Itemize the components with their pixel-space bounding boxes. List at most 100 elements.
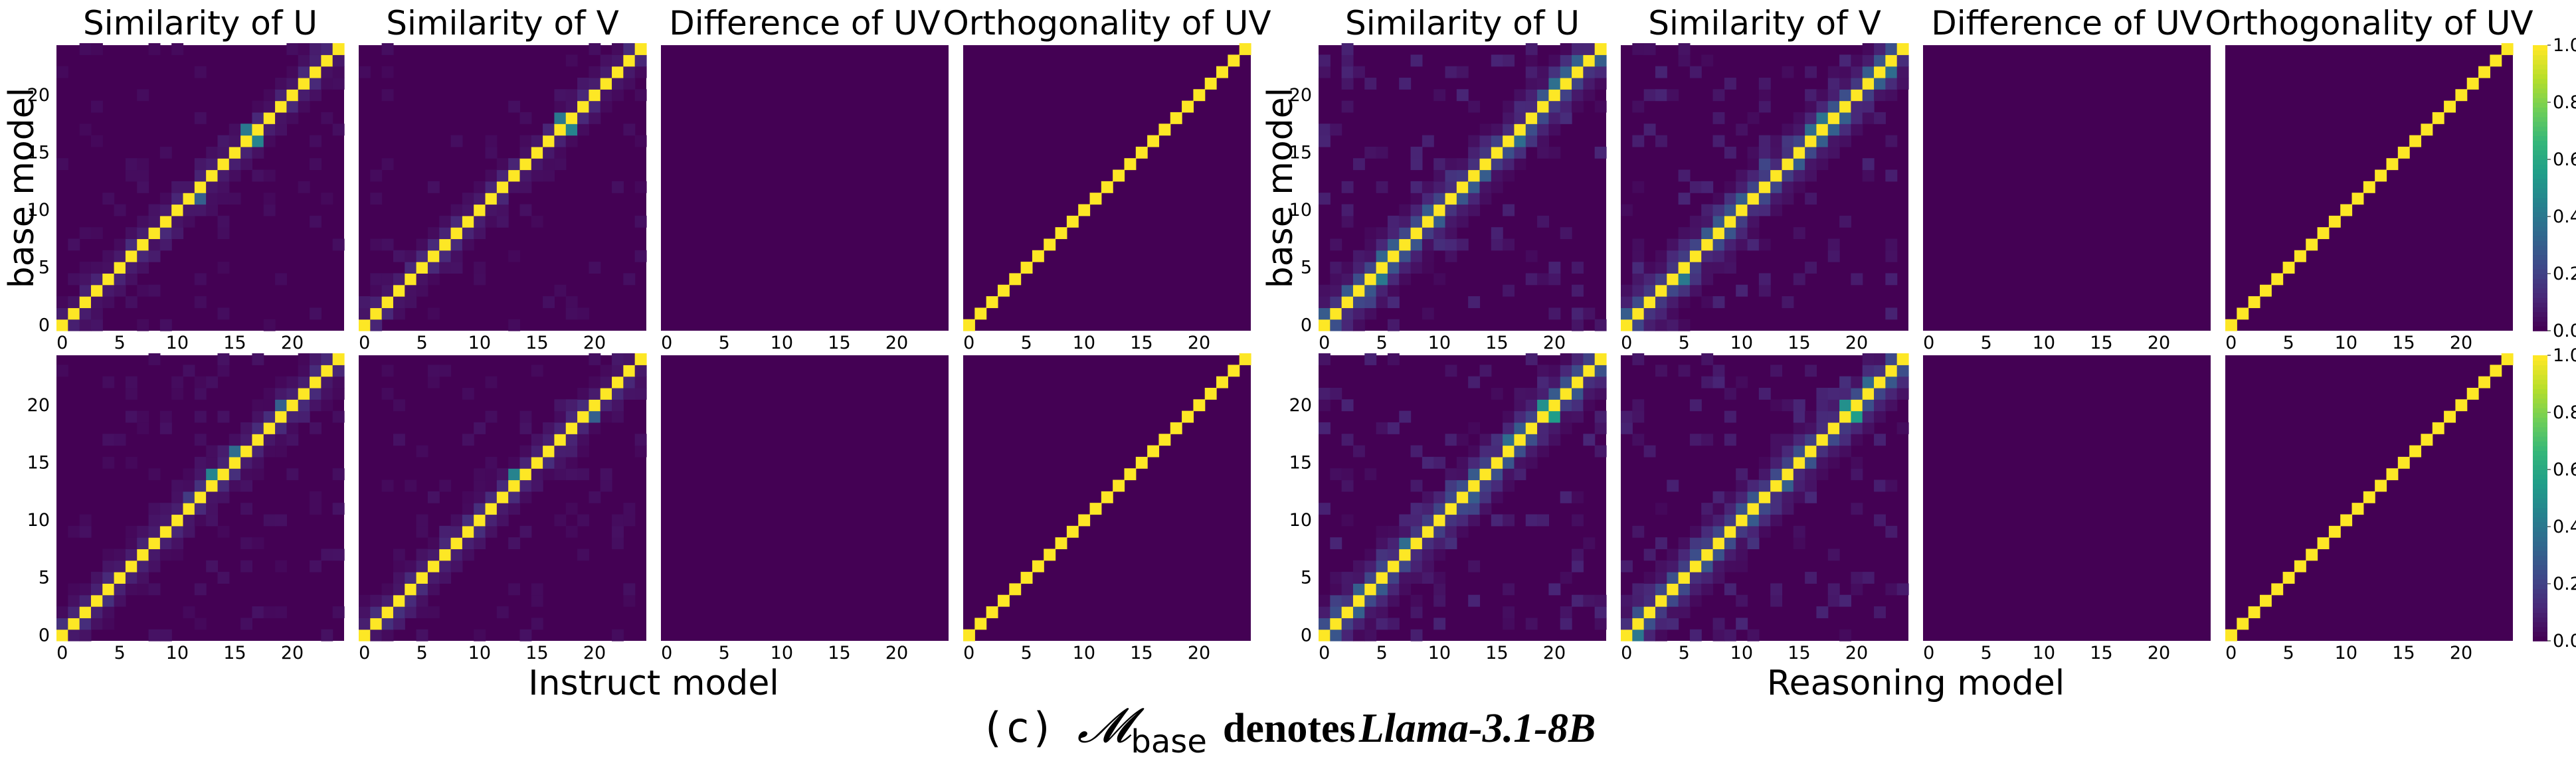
- heatmap-cell: [1805, 66, 1817, 78]
- heatmap-cell: [79, 273, 92, 286]
- heatmap-cell: [1376, 583, 1388, 596]
- heatmap-cell: [1874, 365, 1886, 377]
- heatmap-cell: [554, 112, 567, 124]
- heatmap-cell: [1572, 262, 1584, 274]
- heatmap-cell: [240, 445, 253, 458]
- heatmap-cell: [634, 135, 647, 147]
- heatmap-cell: [1793, 410, 1805, 423]
- heatmap-cell: [1851, 399, 1863, 412]
- heatmap-cell: [137, 181, 149, 193]
- heatmap-cell: [519, 181, 532, 193]
- heatmap-cell: [1712, 618, 1725, 630]
- heatmap-cell: [1387, 422, 1400, 434]
- heatmap-cell: [1885, 399, 1898, 412]
- heatmap-cell: [1330, 537, 1342, 550]
- heatmap-cell: [577, 77, 589, 90]
- heatmap-cell: [1525, 100, 1538, 113]
- heatmap-cell: [485, 456, 498, 469]
- heatmap-cell: [1621, 606, 1633, 618]
- heatmap-cell: [623, 54, 636, 67]
- heatmap-cell: [623, 376, 636, 388]
- heatmap-cell: [114, 583, 126, 596]
- heatmap-cell: [1736, 227, 1748, 240]
- heatmap-cell: [183, 215, 195, 228]
- heatmap-cell: [1376, 618, 1388, 630]
- heatmap-cell: [439, 215, 452, 228]
- heatmap-cell: [159, 410, 172, 423]
- heatmap-cell: [286, 112, 299, 124]
- heatmap-cell: [1468, 594, 1481, 607]
- heatmap-cell: [1376, 262, 1388, 274]
- heatmap-cell: [416, 572, 428, 584]
- heatmap-cell: [1805, 124, 1817, 136]
- heatmap-cell: [496, 215, 509, 228]
- heatmap-cell: [1724, 193, 1736, 205]
- heatmap-cell: [485, 479, 498, 492]
- heatmap-cell: [634, 353, 647, 365]
- heatmap-cell: [1445, 537, 1457, 550]
- heatmap-cell: [1839, 135, 1851, 147]
- heatmap-cell: [416, 514, 428, 527]
- colorbar-tick-label: 0.2: [2553, 574, 2576, 594]
- heatmap-cell: [1594, 606, 1607, 618]
- heatmap-cell: [1782, 456, 1794, 469]
- heatmap-cell: [1689, 262, 1702, 274]
- heatmap-cell: [1632, 284, 1645, 297]
- heatmap-cell: [577, 434, 589, 446]
- heatmap-cell: [439, 227, 452, 240]
- x-tick-label: 0: [1923, 333, 1934, 353]
- heatmap-cell: [462, 525, 474, 538]
- heatmap-cell: [1433, 193, 1446, 205]
- heatmap-cell: [1851, 89, 1863, 102]
- heatmap-cell: [1621, 594, 1633, 607]
- heatmap-cell: [2259, 594, 2272, 607]
- heatmap-cell: [1594, 319, 1607, 331]
- heatmap-cell: [79, 124, 92, 136]
- x-tick-label: 5: [114, 333, 126, 353]
- heatmap-cell: [1491, 445, 1503, 458]
- heatmap-cell: [1758, 146, 1771, 159]
- heatmap-cell: [1701, 54, 1714, 67]
- heatmap-cell: [1468, 169, 1481, 182]
- heatmap-cell: [252, 410, 264, 423]
- heatmap-cell: [1583, 66, 1596, 78]
- colorbar-segment: [2533, 259, 2547, 265]
- heatmap-cell: [1689, 572, 1702, 584]
- heatmap-cell: [1479, 169, 1492, 182]
- heatmap-cell: [1537, 410, 1549, 423]
- heatmap-cell: [125, 376, 138, 388]
- heatmap-cell: [286, 89, 299, 102]
- x-tick-label: 0: [359, 643, 370, 663]
- heatmap-cell: [474, 422, 486, 434]
- heatmap-cell: [1874, 399, 1886, 412]
- x-tick-label: 0: [1319, 643, 1330, 663]
- heatmap-cell: [1479, 456, 1492, 469]
- heatmap-cell: [1433, 549, 1446, 561]
- heatmap-cell: [1330, 606, 1342, 618]
- heatmap-cell: [485, 215, 498, 228]
- heatmap-cell: [531, 146, 543, 159]
- heatmap-cell: [148, 583, 161, 596]
- x-tick-label: 0: [963, 643, 974, 663]
- heatmap-cell: [1793, 146, 1805, 159]
- heatmap-cell: [1341, 204, 1354, 216]
- heatmap-cell: [275, 77, 287, 90]
- heatmap-cell: [1341, 572, 1354, 584]
- y-tick-label: 20: [1289, 395, 1312, 416]
- heatmap-cell: [79, 296, 92, 308]
- heatmap-cell: [1364, 468, 1377, 481]
- heatmap-cell: [1594, 365, 1607, 377]
- heatmap-cell: [1689, 583, 1702, 596]
- heatmap-cell: [1793, 434, 1805, 446]
- y-axis-label: base model: [2, 88, 42, 288]
- heatmap-cell: [1525, 43, 1538, 55]
- heatmap-cell: [623, 353, 636, 365]
- heatmap-cell: [1410, 227, 1423, 240]
- heatmap-cell: [2237, 618, 2249, 630]
- heatmap-cell: [332, 43, 345, 55]
- heatmap-cell: [1724, 250, 1736, 262]
- heatmap-cell: [1364, 629, 1377, 642]
- colorbar-segment: [2533, 474, 2547, 480]
- heatmap-cell: [1758, 514, 1771, 527]
- heatmap-cell: [1736, 181, 1748, 193]
